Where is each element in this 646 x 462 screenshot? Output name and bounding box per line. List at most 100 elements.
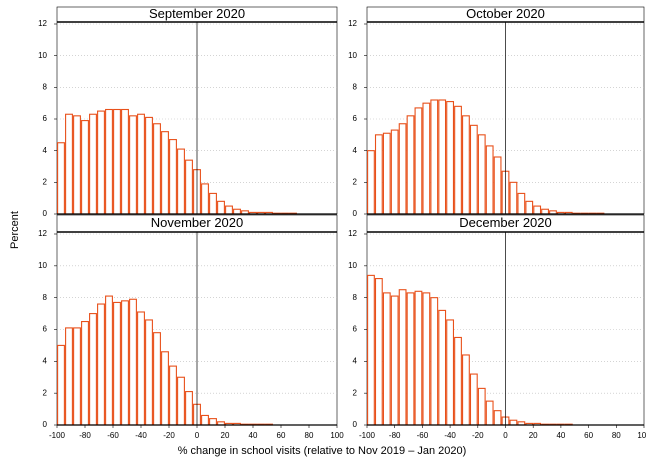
x-tick-label: 20 [221,431,230,440]
x-tick-label: 40 [249,431,258,440]
y-tick-label: 6 [353,325,358,334]
bar [398,123,407,215]
x-axis-label: % change in school visits (relative to N… [178,445,467,457]
bar [406,115,415,215]
x-tick-label: 20 [529,431,538,440]
bar [201,414,209,426]
bar [390,295,399,426]
bar [185,391,193,426]
bar [153,332,161,426]
y-tick-label: 10 [348,51,357,60]
x-tick-label: -20 [163,431,175,440]
bar [485,145,494,215]
y-tick-label: 8 [353,82,358,91]
bar [233,208,241,215]
x-tick-label: 80 [305,431,314,440]
x-tick-label: 100 [330,431,344,440]
y-tick-label: 4 [353,146,358,155]
x-tick-label: -100 [359,431,376,440]
y-tick-label: 0 [43,209,48,218]
bar [525,200,534,215]
bar [382,132,391,215]
bar [374,278,383,426]
x-tick-label: -100 [49,431,66,440]
bar [374,134,383,215]
bar [414,107,423,215]
bar [169,139,177,215]
bar [454,336,462,426]
x-tick-label: 60 [277,431,286,440]
bar [97,110,105,215]
y-tick-label: 2 [43,388,48,397]
y-tick-label: 2 [353,388,358,397]
bar [177,376,185,426]
bar [169,365,177,426]
bar [65,113,73,215]
bar [509,419,518,426]
x-tick-label: 40 [556,431,565,440]
bar [422,292,431,426]
bar [137,311,145,426]
x-tick-label: 100 [637,431,646,440]
bar [161,351,169,426]
x-tick-label: -60 [417,431,429,440]
bar [153,123,161,215]
y-tick-label: 6 [43,325,48,334]
bar [422,102,431,215]
bar [493,410,502,426]
bar [414,290,423,426]
bar [390,129,399,215]
x-tick-label: -80 [79,431,91,440]
panel-title: October 2020 [466,6,545,21]
y-tick-label: 2 [43,177,48,186]
bar [541,208,549,215]
bar [477,134,486,215]
x-tick-label: -60 [107,431,119,440]
bar [485,400,494,426]
bar [469,373,478,426]
bar [161,131,169,215]
bar [137,113,145,215]
bar [462,115,470,215]
bar [398,289,407,426]
x-tick-label: -20 [472,431,484,440]
bar [454,105,462,215]
y-tick-label: 12 [38,229,47,238]
bar [225,205,233,215]
bar [517,192,526,215]
bar [113,301,121,426]
bar [145,116,153,215]
bar [57,142,65,215]
y-tick-label: 8 [43,293,48,302]
bar [121,108,129,215]
x-tick-label: -40 [444,431,456,440]
y-tick-label: 0 [353,420,358,429]
bar [430,297,439,426]
bar [57,344,65,426]
x-tick-label: 0 [195,431,200,440]
y-tick-label: 12 [348,19,357,28]
bar [469,124,478,215]
x-tick-label: 60 [584,431,593,440]
y-tick-label: 0 [43,420,48,429]
y-tick-label: 4 [353,356,358,365]
bar [438,309,447,426]
y-tick-label: 6 [43,114,48,123]
bar [129,115,137,215]
bar [209,192,217,215]
bar [209,418,217,426]
y-axis-label: Percent [9,211,21,249]
bar [73,115,81,215]
y-tick-label: 10 [348,261,357,270]
bar [217,200,225,215]
y-tick-label: 8 [43,82,48,91]
y-tick-label: 8 [353,293,358,302]
bar [201,183,209,215]
bar [97,303,105,426]
bar [105,295,113,426]
x-tick-label: -80 [389,431,401,440]
bar [81,120,89,215]
y-tick-label: 4 [43,356,48,365]
panel-title: September 2020 [149,6,245,21]
